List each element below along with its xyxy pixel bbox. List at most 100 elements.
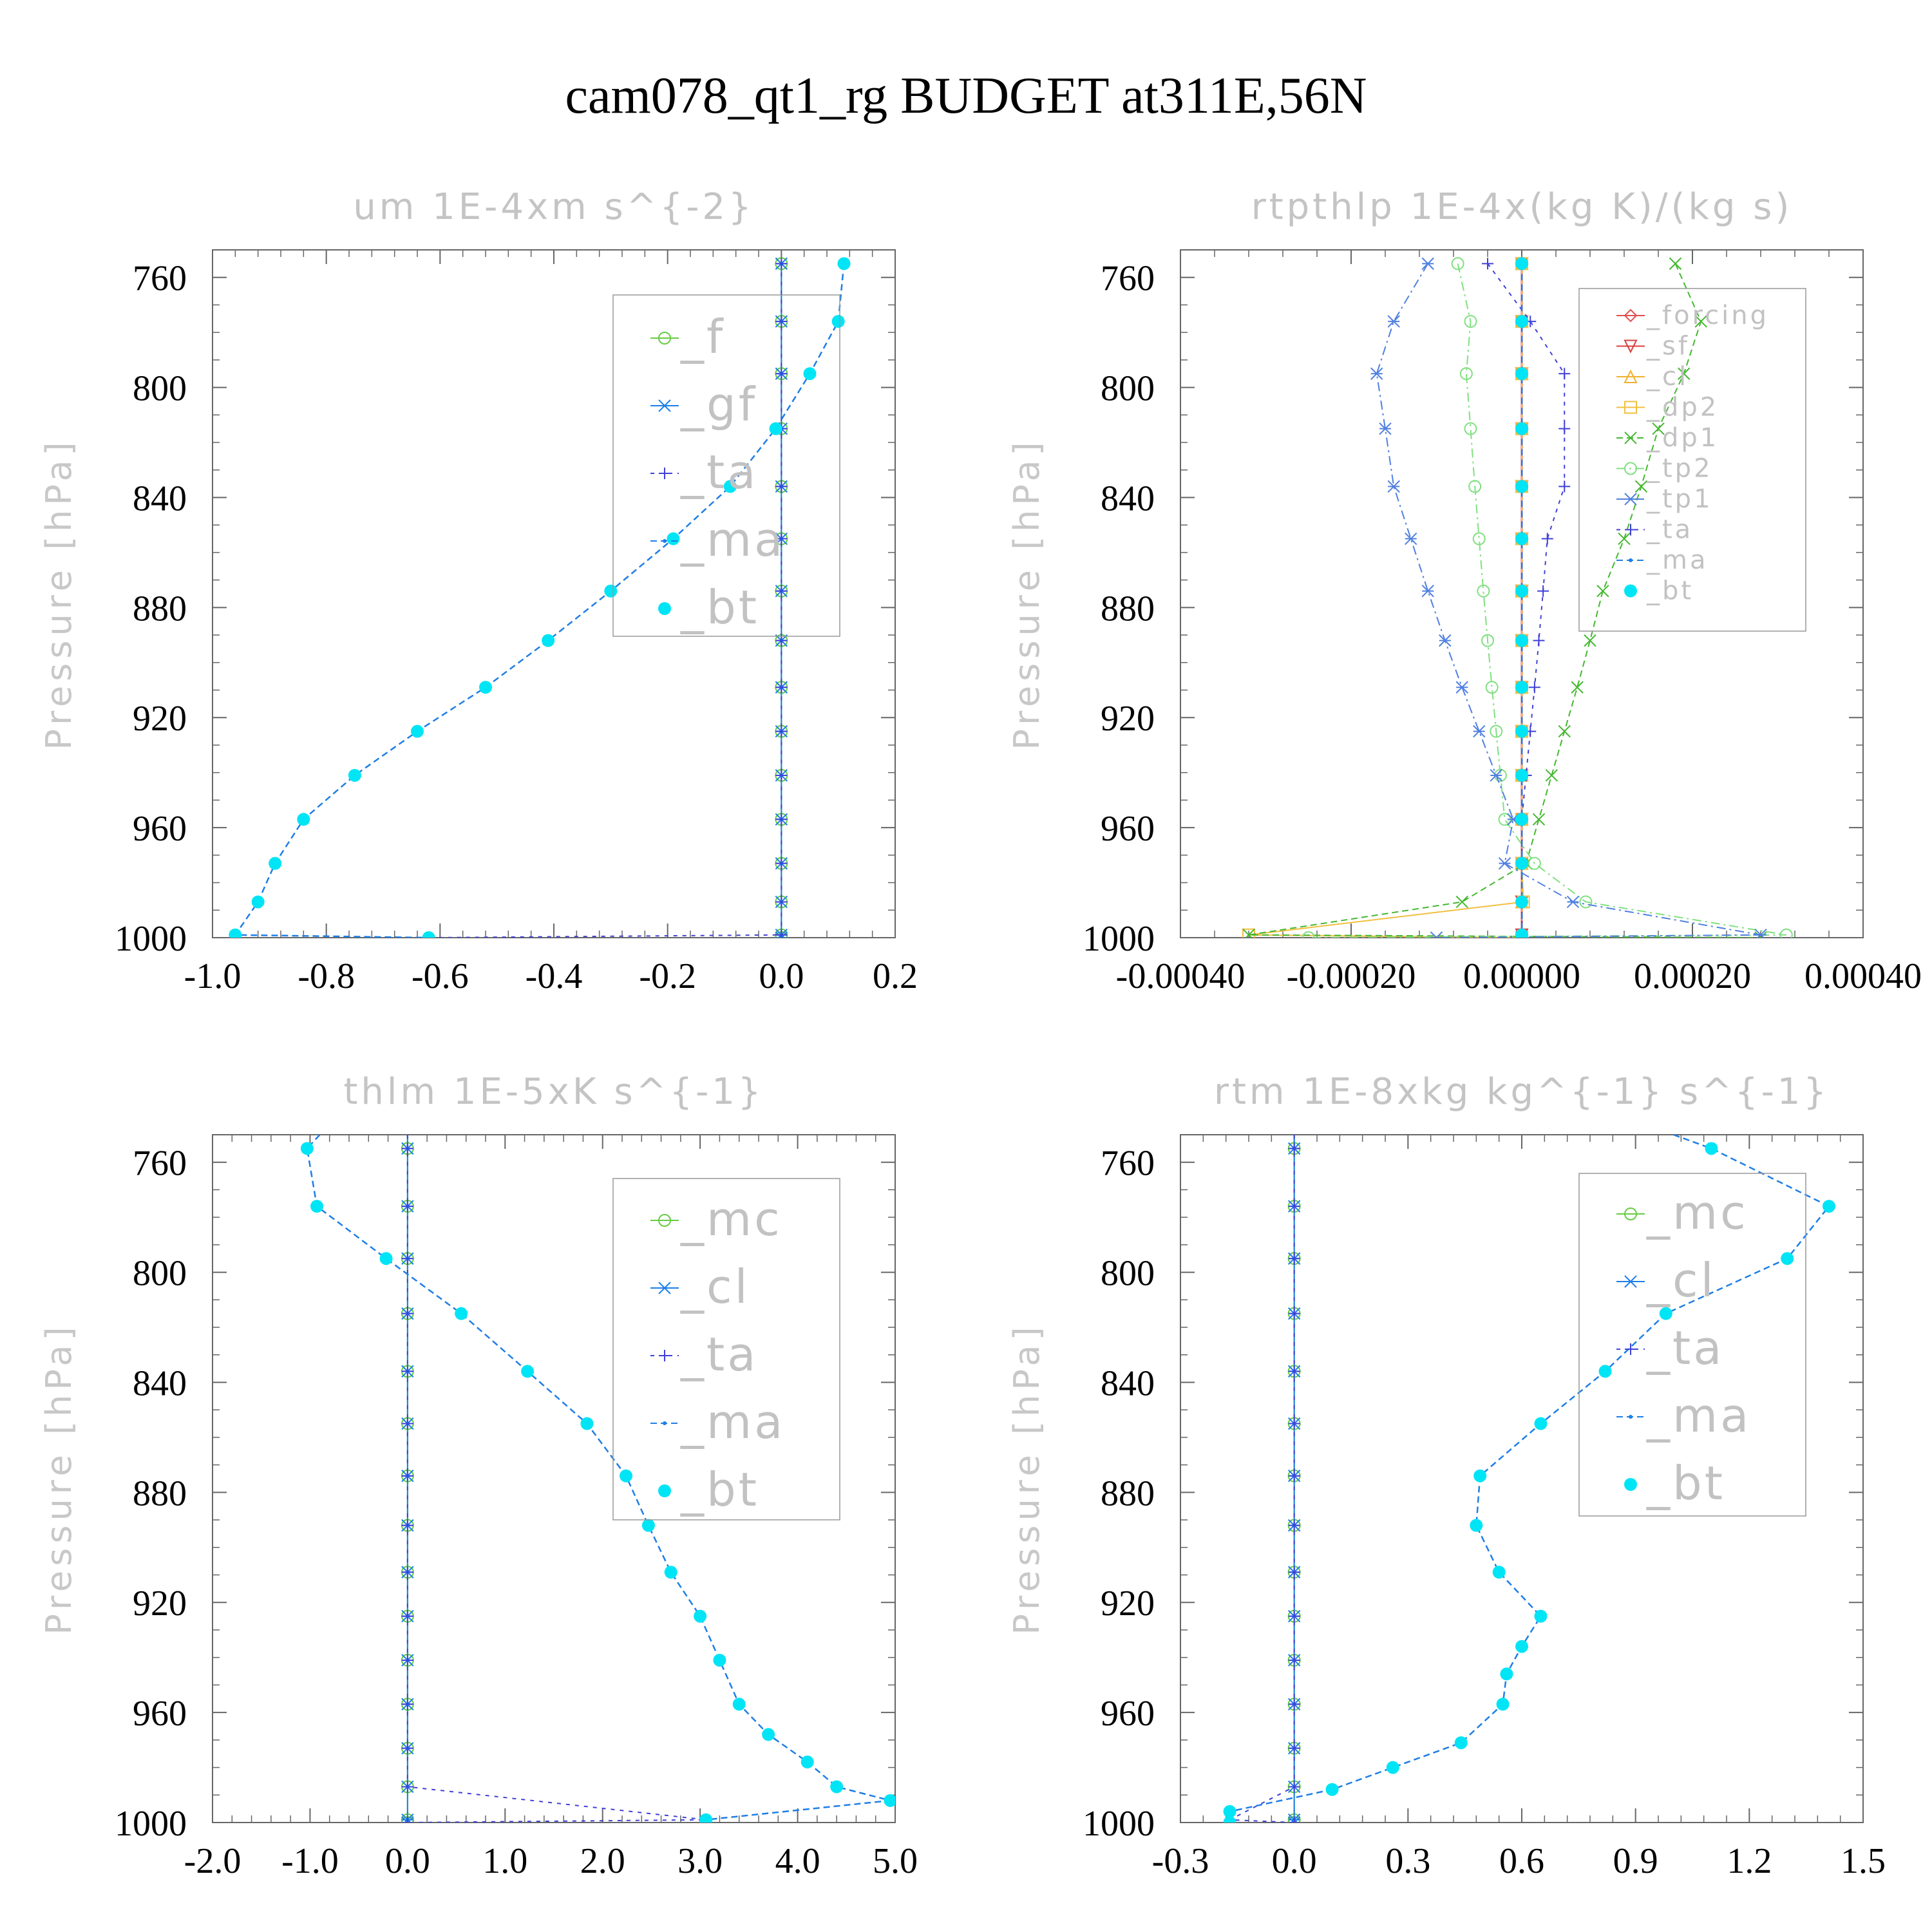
data-point_ta — [1288, 1365, 1300, 1378]
data-point_bt — [1515, 1640, 1528, 1653]
data-point_bt — [884, 1794, 895, 1807]
data-point_tp1 — [1379, 422, 1392, 435]
data-point_dp1 — [1558, 724, 1571, 738]
data-point_bt — [455, 1307, 468, 1320]
data-point_dp1 — [1532, 813, 1546, 826]
series-line_ma — [233, 263, 845, 938]
data-point_bt — [310, 1200, 324, 1213]
data-point_tp2 — [1485, 681, 1499, 694]
data-point_bt — [229, 928, 242, 938]
data-point_tp1 — [1473, 724, 1486, 738]
data-point_tp1 — [1498, 857, 1511, 870]
panel-title: um 1E-4xm s^{-2} — [353, 186, 754, 228]
data-point_bt — [1496, 1698, 1510, 1711]
y-tick-label: 960 — [1101, 809, 1155, 849]
data-point_ta — [401, 1417, 413, 1430]
data-point_bt — [1534, 1417, 1548, 1430]
data-point_bt — [1823, 1200, 1835, 1213]
legend-label: _gf — [680, 377, 757, 431]
data-point_ta — [775, 585, 788, 597]
data-point_ta — [401, 1654, 413, 1666]
series-line_tp2 — [1308, 263, 1786, 938]
y-tick-label: 960 — [1101, 1694, 1155, 1734]
data-point_ta — [775, 258, 788, 270]
legend-label: _ta — [680, 1327, 758, 1381]
data-point_ta — [401, 1307, 413, 1320]
legend: _forcing_sf_cl_dp2_dp1_tp2_tp1_ta_ma_bt — [1578, 288, 1806, 632]
data-point_bt — [1659, 1307, 1672, 1320]
data-point_bt — [1515, 532, 1528, 545]
x-tick-label: 0.0 — [1272, 1841, 1317, 1881]
legend: _mc _cl _ta _ma _bt — [612, 1178, 840, 1520]
data-point_dp1 — [1596, 585, 1609, 598]
data-point_ta — [1288, 1742, 1300, 1754]
panel-title: rtm 1E-8xkg kg^{-1} s^{-1} — [1214, 1071, 1830, 1113]
y-tick-label: 840 — [133, 1363, 187, 1403]
y-tick-label: 840 — [1101, 478, 1155, 518]
series_ma — [305, 1135, 893, 1823]
x-tick-label: -1.0 — [281, 1841, 339, 1881]
data-point_dp1 — [1678, 367, 1690, 380]
y-tick-label: 920 — [133, 699, 187, 739]
data-point_bt — [1515, 367, 1528, 381]
data-point_ta — [401, 1365, 413, 1378]
legend-marker — [1624, 369, 1638, 383]
x-tick-label: 4.0 — [775, 1841, 820, 1881]
x-tick-label: 1.5 — [1841, 1841, 1886, 1881]
data-point_dp1 — [1571, 681, 1584, 694]
data-point_tp1 — [1405, 532, 1417, 545]
data-point_ta — [775, 769, 788, 781]
data-point_ta — [1288, 1142, 1300, 1155]
series-line_ta — [1227, 1135, 1295, 1823]
data-point_ta — [775, 813, 788, 826]
data-point_dp1 — [1634, 480, 1648, 493]
legend-marker — [1624, 462, 1637, 475]
data-point_bt — [479, 681, 492, 694]
legend-marker — [1629, 1415, 1633, 1419]
data-point_ta — [1288, 1817, 1300, 1823]
data-point_ta — [775, 896, 788, 908]
legend-marker — [658, 1484, 671, 1497]
data-point_ta — [401, 1470, 413, 1482]
data-point_dp1 — [1694, 315, 1707, 328]
y-tick-label: 1000 — [115, 919, 187, 959]
data-point_bt — [800, 1756, 814, 1769]
data-point_bt — [641, 1519, 655, 1532]
y-tick-label: 760 — [133, 1144, 187, 1184]
legend-box — [612, 294, 840, 637]
data-point_bt — [1500, 1667, 1513, 1681]
data-point_bt — [251, 895, 265, 909]
data-point_gf — [775, 931, 788, 938]
data-point_bt — [379, 1252, 393, 1265]
data-point_bt — [762, 1728, 775, 1741]
data-point_bt — [422, 931, 435, 938]
data-point_bt — [664, 1566, 677, 1579]
data-point_ta — [401, 1610, 413, 1622]
legend-label: _ta — [1646, 515, 1693, 544]
data-point_bt — [1386, 1761, 1399, 1774]
y-tick-label: 880 — [1101, 589, 1155, 629]
legend-box — [1578, 1173, 1806, 1517]
data-point_ta — [1482, 258, 1493, 270]
series_bt — [1515, 257, 1528, 938]
data-point_bt — [1223, 1804, 1236, 1818]
legend-label: _bt — [1646, 1456, 1725, 1510]
data-point_tp1 — [1439, 634, 1452, 647]
legend-label: _dp1 — [1646, 423, 1719, 453]
data-point_ta — [401, 1142, 413, 1155]
x-tick-label: 0.9 — [1613, 1841, 1658, 1881]
data-point_tp1 — [1370, 367, 1383, 380]
data-point_bt — [1515, 681, 1528, 694]
data-point_tp1 — [1421, 257, 1434, 270]
data-point_ta — [1288, 1781, 1300, 1793]
data-point_ta — [1288, 1654, 1300, 1666]
legend: _mc _cl _ta _ma _bt — [1578, 1173, 1806, 1517]
data-point_tp1 — [1430, 931, 1443, 938]
data-point_ta — [1533, 634, 1545, 647]
data-point_ta — [401, 1566, 413, 1578]
data-point_bt — [1515, 857, 1528, 870]
x-tick-label: 2.0 — [580, 1841, 625, 1881]
data-point_ta — [1288, 1566, 1300, 1578]
x-tick-label: 0.6 — [1499, 1841, 1544, 1881]
